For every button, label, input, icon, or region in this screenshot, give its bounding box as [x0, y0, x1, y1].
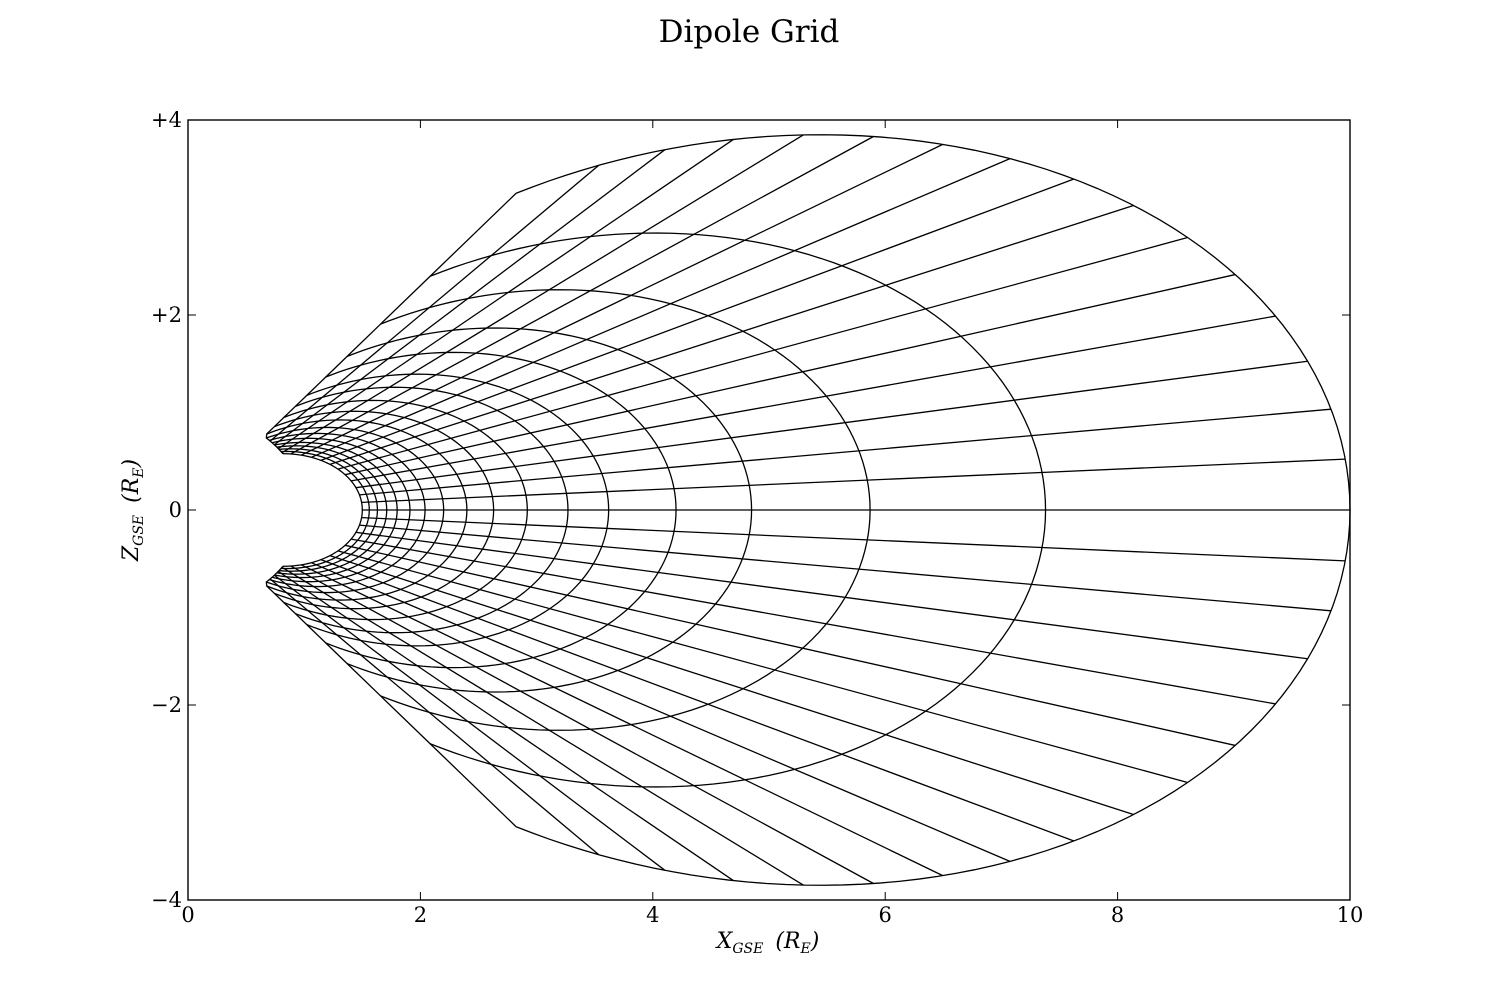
y-tick-label: −2 [151, 693, 182, 717]
y-axis-label-unit-open: (R [119, 478, 144, 503]
y-tick-label: 0 [169, 498, 182, 522]
x-axis-label-unit-sub: E [800, 941, 811, 957]
x-tick-label: 2 [414, 903, 427, 927]
x-tick-label: 6 [879, 903, 892, 927]
y-axis-label-sub: GSE [131, 515, 147, 546]
latitude-line [351, 538, 1276, 705]
latitude-line [290, 565, 874, 885]
latitude-line [359, 408, 1332, 496]
x-tick-label: 4 [646, 903, 659, 927]
latitude-line [281, 566, 804, 886]
latitude-line [300, 143, 944, 456]
latitude-line [320, 178, 1075, 461]
inner-boundary-edge [265, 192, 517, 455]
latitude-line [351, 315, 1276, 482]
x-axis-label: XGSE (RE) [715, 929, 820, 957]
y-tick-label: −4 [151, 888, 182, 912]
latitude-line [337, 550, 1188, 784]
x-axis: 0 2 4 6 8 10 [181, 120, 1363, 927]
latitude-line [361, 458, 1346, 504]
y-axis-label-unit-sub: E [131, 467, 147, 478]
latitude-line [355, 531, 1308, 660]
latitude-line [290, 135, 874, 455]
latitude-line [277, 138, 734, 450]
latitude-line [311, 157, 1011, 458]
latitude-line [300, 564, 944, 877]
latitude-line [273, 574, 666, 871]
y-tick-label: +4 [151, 108, 182, 132]
y-axis-label: ZGSE (RE) [119, 459, 147, 562]
field-line [282, 453, 363, 567]
plot-area [265, 134, 1351, 886]
latitude-line [329, 204, 1134, 465]
x-axis-label-sub: GSE [732, 941, 763, 957]
latitude-line [337, 236, 1188, 470]
x-tick-label: 10 [1337, 903, 1364, 927]
y-axis: −4 −2 0 +2 +4 [151, 108, 1350, 912]
latitude-line [359, 524, 1332, 612]
x-axis-label-unit-open: (R [775, 929, 800, 954]
latitude-line [281, 134, 804, 454]
latitude-line [344, 273, 1236, 476]
latitude-line [269, 578, 600, 856]
y-axis-label-var: Z [119, 545, 144, 562]
latitude-line [320, 559, 1075, 842]
latitude-line [329, 555, 1134, 816]
latitude-line [277, 570, 734, 882]
x-tick-label: 8 [1111, 903, 1124, 927]
x-axis-label-unit-close: ) [810, 929, 820, 954]
x-tick-label: 0 [181, 903, 194, 927]
latitude-line [273, 149, 666, 446]
inner-boundary-edge [265, 565, 517, 828]
y-axis-label-unit-close: ) [119, 459, 144, 469]
x-axis-label-var: X [715, 929, 734, 954]
latitude-line [361, 516, 1346, 562]
chart-title: Dipole Grid [659, 14, 840, 50]
latitude-line [269, 164, 600, 442]
latitude-line [311, 562, 1011, 863]
y-tick-label: +2 [151, 303, 182, 327]
latitude-line [355, 360, 1308, 489]
latitude-line [344, 544, 1236, 747]
